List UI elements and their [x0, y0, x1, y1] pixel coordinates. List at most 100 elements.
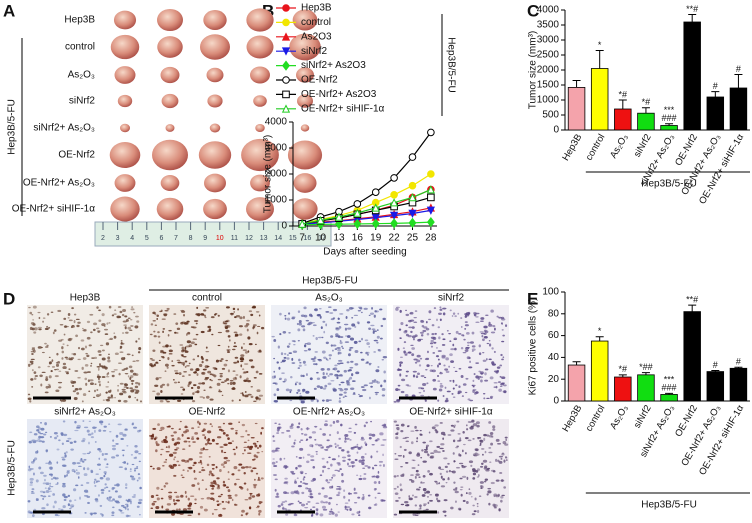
cell — [428, 431, 431, 434]
ruler-number: 17 — [318, 235, 326, 242]
cell — [184, 360, 188, 363]
cell — [252, 305, 256, 309]
cell — [150, 364, 155, 368]
cell — [469, 360, 471, 364]
cell — [121, 369, 125, 371]
x-tick-label: 13 — [333, 233, 345, 244]
cell — [413, 321, 418, 324]
cell — [38, 435, 42, 439]
cell — [184, 490, 187, 494]
cell — [232, 448, 236, 451]
cell — [371, 381, 376, 383]
cell — [400, 466, 403, 468]
cell — [79, 459, 84, 462]
row-label: control — [65, 42, 95, 53]
cell — [452, 387, 455, 390]
cell — [430, 452, 435, 454]
cell — [168, 353, 173, 355]
y-tick-label: 4000 — [537, 5, 560, 16]
cell — [328, 354, 332, 357]
cell — [334, 469, 338, 471]
cell — [69, 358, 73, 361]
cell — [495, 385, 498, 389]
cell — [232, 307, 236, 311]
cell — [380, 324, 384, 328]
cell — [364, 453, 367, 455]
cell — [469, 399, 474, 402]
cell — [233, 345, 238, 348]
cell — [351, 317, 354, 319]
cell — [307, 348, 311, 351]
cell — [176, 399, 182, 402]
cell — [467, 421, 473, 423]
cell — [346, 506, 351, 509]
cell — [286, 317, 291, 321]
cell — [103, 325, 106, 327]
cell — [301, 503, 306, 507]
cell — [338, 400, 342, 403]
cell — [462, 383, 467, 386]
cell — [273, 465, 278, 468]
cell — [39, 471, 44, 475]
cell — [191, 484, 196, 487]
cell — [90, 364, 92, 367]
cell — [109, 431, 112, 433]
x-tick-label: 7 — [299, 233, 305, 244]
cell — [432, 378, 437, 382]
cell — [399, 483, 402, 487]
cell — [420, 334, 424, 337]
significance: # — [713, 360, 718, 370]
cell — [438, 466, 442, 470]
cell — [77, 358, 81, 361]
cell — [299, 447, 304, 451]
cell — [285, 388, 290, 392]
cell — [373, 339, 378, 342]
cell — [215, 466, 218, 469]
tumor-photo — [300, 124, 310, 132]
cell — [56, 368, 60, 371]
cell — [383, 379, 387, 383]
significance: **# — [686, 4, 698, 14]
cell — [399, 361, 403, 364]
cell — [489, 396, 493, 400]
cell — [108, 500, 114, 502]
cell — [297, 500, 300, 503]
ruler-number: 15 — [289, 235, 297, 242]
cell — [403, 448, 407, 451]
cell — [488, 451, 493, 454]
cell — [254, 422, 258, 425]
cell — [222, 507, 226, 510]
cell — [184, 365, 187, 368]
cell — [120, 340, 123, 342]
cell — [288, 434, 291, 438]
cell — [381, 424, 385, 427]
cell — [93, 322, 98, 326]
cell — [241, 346, 243, 350]
cell — [256, 331, 259, 335]
cell — [322, 465, 327, 469]
cell — [214, 312, 218, 315]
cell — [465, 346, 470, 349]
cell — [92, 328, 96, 332]
marker — [427, 170, 435, 178]
cell — [316, 399, 319, 403]
cell — [171, 438, 175, 442]
cell — [191, 437, 195, 441]
cell — [315, 508, 319, 511]
cell — [46, 344, 49, 347]
cell — [275, 461, 278, 464]
cell — [137, 337, 140, 340]
cell — [327, 481, 331, 484]
cell — [429, 369, 433, 372]
cell — [149, 465, 153, 468]
cell — [193, 469, 196, 473]
cell — [293, 340, 296, 343]
cell — [227, 335, 231, 338]
cell — [258, 314, 261, 317]
bar — [683, 21, 701, 131]
cell — [312, 324, 317, 327]
cell — [409, 312, 412, 315]
cell — [255, 311, 260, 313]
cell — [411, 326, 415, 329]
cell — [93, 429, 96, 433]
